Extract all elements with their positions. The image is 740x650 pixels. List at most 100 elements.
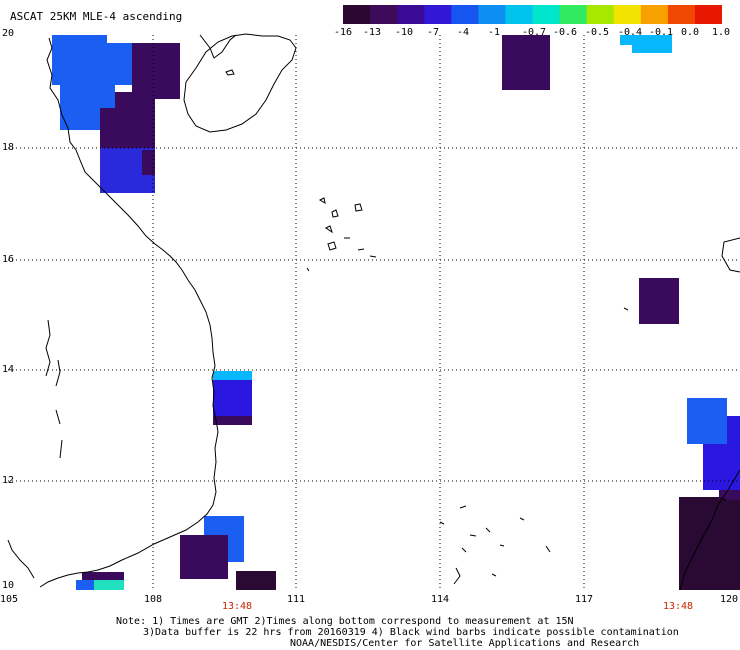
islet bbox=[55, 409, 61, 425]
lon-label: 117 bbox=[574, 594, 594, 605]
data-cell bbox=[679, 497, 740, 590]
lon-label: 120 bbox=[719, 594, 739, 605]
luzon-coastline bbox=[721, 237, 740, 273]
lat-label: 18 bbox=[2, 142, 15, 153]
data-cell bbox=[76, 580, 94, 590]
scale-label: -0.6 bbox=[552, 27, 578, 38]
data-cell bbox=[620, 35, 672, 45]
islet bbox=[318, 197, 326, 205]
islet bbox=[461, 547, 467, 553]
lat-label: 12 bbox=[2, 475, 15, 486]
coastlines bbox=[7, 33, 740, 591]
islet bbox=[59, 439, 63, 459]
data-cell bbox=[52, 35, 107, 85]
islet bbox=[325, 225, 333, 234]
color-scale-segment bbox=[505, 5, 533, 24]
data-cells bbox=[52, 35, 740, 590]
islet bbox=[354, 203, 363, 212]
scale-label: -10 bbox=[394, 27, 414, 38]
data-cell bbox=[100, 148, 130, 193]
scale-label: 0.0 bbox=[680, 27, 700, 38]
color-scale-segment bbox=[586, 5, 615, 24]
islet bbox=[485, 527, 491, 533]
scale-label: 1.0 bbox=[711, 27, 731, 38]
note-line-2: 3)Data buffer is 22 hrs from 20160319 4)… bbox=[143, 627, 679, 638]
data-cell bbox=[502, 35, 550, 90]
islet bbox=[331, 209, 339, 218]
lat-label: 14 bbox=[2, 364, 15, 375]
islet bbox=[499, 544, 505, 547]
color-scale-segment bbox=[613, 5, 642, 24]
hainan-coastline bbox=[183, 33, 297, 133]
islet bbox=[453, 567, 461, 585]
islet bbox=[545, 545, 551, 553]
pass-time-label: 13:48 bbox=[662, 601, 694, 612]
scale-label: -0.5 bbox=[584, 27, 610, 38]
lon-label: 114 bbox=[430, 594, 450, 605]
thailand-coastline bbox=[7, 539, 35, 579]
islet bbox=[623, 307, 629, 311]
islet bbox=[459, 505, 467, 509]
data-cell bbox=[213, 380, 252, 416]
color-scale-segment bbox=[694, 5, 722, 24]
islet bbox=[55, 359, 61, 387]
lat-label: 16 bbox=[2, 254, 15, 265]
data-cell bbox=[82, 572, 124, 580]
color-scale-segment bbox=[559, 5, 588, 24]
scale-label: -13 bbox=[362, 27, 382, 38]
islet bbox=[327, 241, 337, 251]
color-scale-segment bbox=[397, 5, 425, 24]
map-title: ASCAT 25KM MLE-4 ascending bbox=[10, 10, 183, 23]
data-cell bbox=[100, 108, 155, 148]
scale-label: -4 bbox=[456, 27, 470, 38]
color-scale-bar bbox=[343, 5, 722, 24]
islet bbox=[306, 267, 310, 272]
color-scale-segment bbox=[370, 5, 398, 24]
lat-label: 20 bbox=[2, 28, 15, 39]
note-line-3: NOAA/NESDIS/Center for Satellite Applica… bbox=[290, 638, 640, 649]
data-cell bbox=[142, 150, 155, 175]
data-cell bbox=[107, 43, 132, 85]
islet bbox=[469, 534, 477, 537]
color-scale-segment bbox=[667, 5, 696, 24]
color-scale-segment bbox=[532, 5, 561, 24]
palawan-coastline bbox=[679, 469, 740, 591]
lon-label: 111 bbox=[286, 594, 306, 605]
scale-label: -7 bbox=[426, 27, 440, 38]
data-cell bbox=[703, 444, 740, 490]
color-scale-segment bbox=[451, 5, 479, 24]
data-cell bbox=[687, 398, 727, 444]
color-scale-segment bbox=[343, 5, 371, 24]
color-scale-segment bbox=[424, 5, 452, 24]
scale-label: -16 bbox=[333, 27, 353, 38]
lat-label: 10 bbox=[2, 580, 15, 591]
lon-label: 105 bbox=[0, 594, 19, 605]
data-cell bbox=[213, 416, 252, 425]
islet bbox=[719, 497, 727, 501]
pass-time-label: 13:48 bbox=[221, 601, 253, 612]
vietnam-coastline bbox=[39, 37, 219, 588]
data-cell bbox=[94, 580, 124, 590]
scale-label: -0.7 bbox=[521, 27, 547, 38]
color-scale-segment bbox=[640, 5, 669, 24]
scale-label: -0.4 bbox=[617, 27, 643, 38]
islet bbox=[519, 517, 525, 521]
data-cell bbox=[639, 278, 679, 324]
islet bbox=[369, 255, 377, 258]
color-scale-segment bbox=[478, 5, 506, 24]
data-cell bbox=[213, 371, 252, 380]
data-cell bbox=[236, 571, 276, 590]
islet bbox=[439, 521, 445, 525]
islet bbox=[357, 248, 365, 251]
lon-label: 108 bbox=[143, 594, 163, 605]
data-cell bbox=[727, 416, 740, 446]
grid-lines bbox=[8, 35, 740, 590]
leizhou-coastline bbox=[199, 34, 237, 59]
cambodia-coastline bbox=[45, 319, 51, 377]
islet bbox=[225, 69, 235, 76]
scale-label: -1 bbox=[487, 27, 501, 38]
data-cell bbox=[719, 490, 740, 500]
scale-label: -0.1 bbox=[648, 27, 674, 38]
data-cell bbox=[180, 535, 228, 579]
